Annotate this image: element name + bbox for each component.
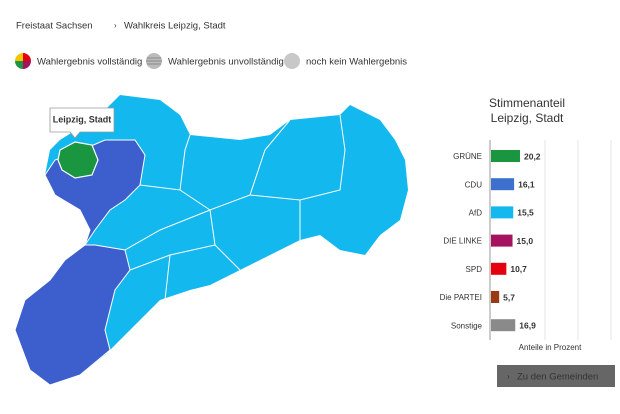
legend-icon-none bbox=[284, 53, 300, 69]
bar bbox=[491, 150, 520, 162]
category-label: GRÜNE bbox=[453, 152, 482, 161]
map-region-selected[interactable] bbox=[57, 141, 99, 179]
value-label: 20,2 bbox=[524, 151, 541, 161]
legend-icon-complete bbox=[15, 53, 31, 69]
legend-label: noch kein Wahlergebnis bbox=[306, 57, 407, 68]
chart-title: Leipzig, Stadt bbox=[491, 111, 564, 125]
category-label: SPD bbox=[466, 265, 483, 274]
bar bbox=[491, 178, 515, 191]
bar bbox=[491, 319, 516, 332]
bar bbox=[491, 234, 513, 247]
legend-icon-stripes bbox=[146, 57, 162, 65]
bar bbox=[491, 262, 507, 275]
breadcrumb-current: Wahlkreis Leipzig, Stadt bbox=[124, 21, 226, 32]
button[interactable]: › Zu den Gemeinden bbox=[497, 365, 615, 387]
value-label: 15,0 bbox=[517, 236, 534, 246]
x-axis-label: Anteile in Prozent bbox=[519, 343, 582, 352]
legend-label: Wahlergebnis vollständig bbox=[37, 57, 142, 68]
button-label[interactable]: Zu den Gemeinden bbox=[517, 372, 598, 383]
category-label: CDU bbox=[465, 180, 483, 189]
category-label: Die PARTEI bbox=[440, 293, 482, 302]
map-tooltip: Leipzig, Stadt bbox=[49, 107, 115, 139]
category-label: Sonstige bbox=[451, 321, 483, 330]
value-label: 10,7 bbox=[510, 264, 527, 274]
map: Leipzig, Stadt bbox=[14, 95, 408, 386]
category-label: AfD bbox=[469, 209, 483, 218]
legend-label: Wahlergebnis unvollständig bbox=[168, 57, 284, 68]
category-label: DIE LINKE bbox=[443, 237, 482, 246]
bar bbox=[491, 206, 514, 219]
map-border bbox=[249, 114, 346, 201]
bar-chart: Stimmenanteil Leipzig, Stadt Anteile in … bbox=[440, 96, 612, 352]
map-border bbox=[124, 209, 211, 251]
bar bbox=[491, 291, 500, 303]
legend: Wahlergebnis vollständig Wahlergebnis un… bbox=[15, 53, 407, 69]
button-icon: › bbox=[507, 372, 510, 381]
map-border bbox=[139, 134, 191, 191]
breadcrumb-item[interactable]: Freistaat Sachsen bbox=[16, 21, 93, 32]
button-bg[interactable] bbox=[497, 365, 615, 387]
value-label: 16,1 bbox=[518, 179, 535, 189]
chart-title: Stimmenanteil bbox=[489, 96, 565, 110]
map-border bbox=[164, 254, 171, 301]
map-region[interactable] bbox=[14, 244, 131, 386]
value-label: 16,9 bbox=[519, 320, 536, 330]
breadcrumb-separator: › bbox=[114, 21, 117, 30]
value-label: 15,5 bbox=[517, 208, 534, 218]
tooltip-text: Leipzig, Stadt bbox=[53, 114, 112, 124]
value-label: 5,7 bbox=[503, 292, 515, 302]
